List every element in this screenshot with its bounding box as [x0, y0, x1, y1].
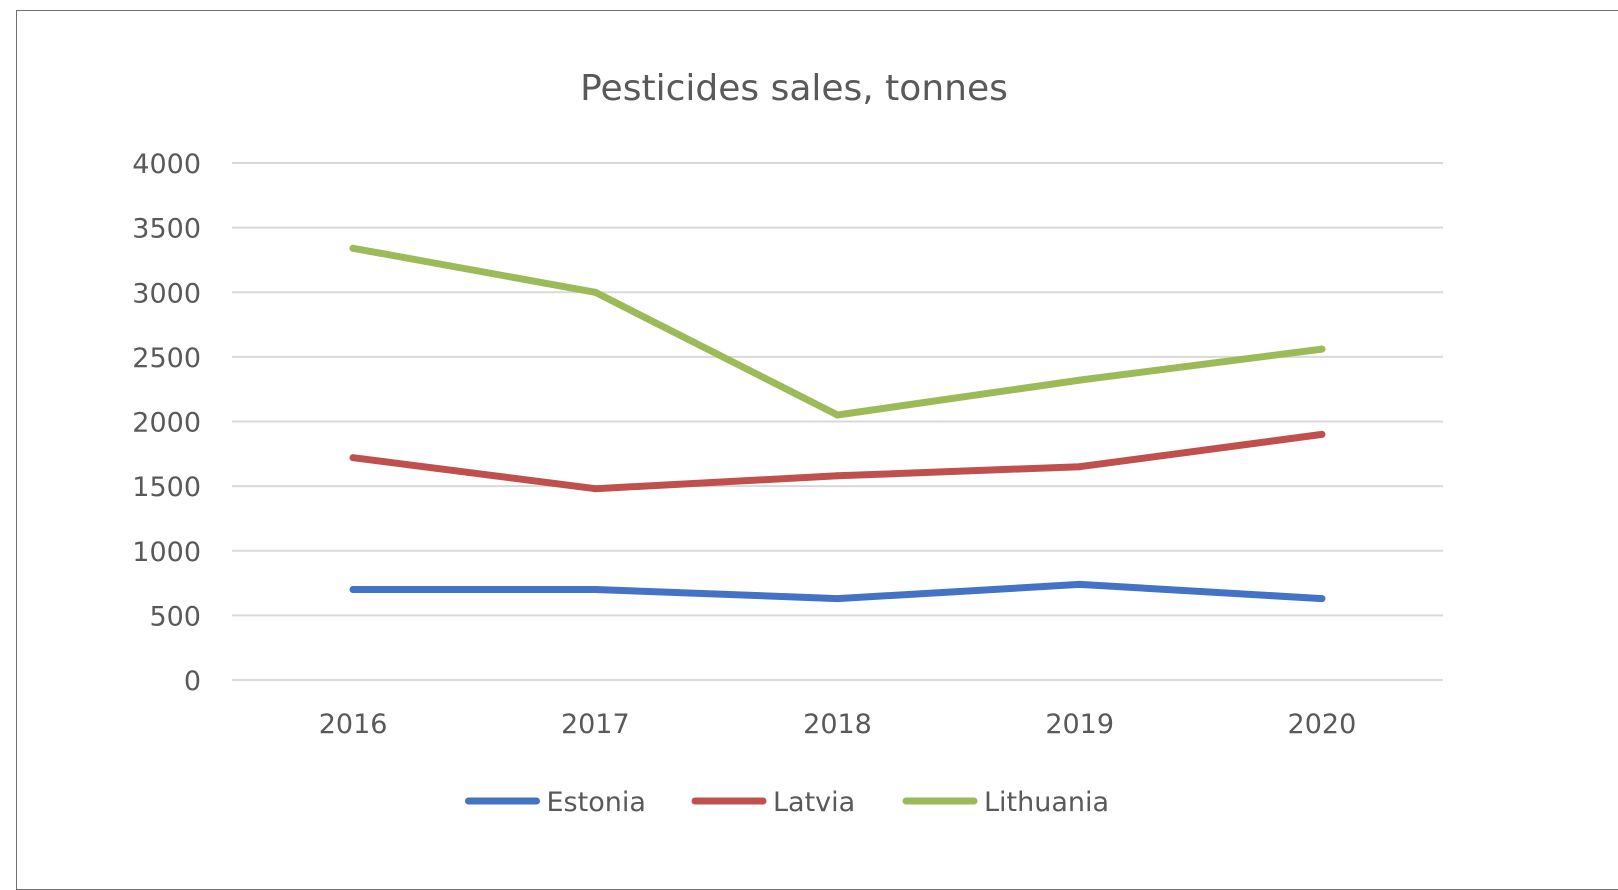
y-tick-label: 500 [149, 601, 201, 632]
chart-frame [16, 10, 1618, 890]
data-point-latvia [1076, 463, 1084, 471]
data-point-lithuania [1076, 376, 1084, 384]
y-tick-label: 4000 [132, 149, 201, 180]
series-layer [349, 244, 1326, 603]
data-point-estonia [834, 595, 841, 603]
grid-layer [232, 162, 1443, 681]
legend-item-lithuania: Lithuania [902, 787, 1109, 818]
legend-label: Latvia [773, 787, 855, 818]
x-tick-label: 2018 [803, 709, 872, 740]
legend-item-latvia: Latvia [691, 787, 855, 818]
legend-item-estonia: Estonia [465, 787, 646, 818]
data-point-latvia [1318, 430, 1326, 438]
legend: Estonia Latvia Lithuania [465, 787, 1109, 818]
data-point-lithuania [591, 288, 599, 296]
y-tick-label: 1000 [132, 537, 201, 568]
y-axis-ticks: 0 500 1000 1500 2000 2500 3000 3500 4000 [132, 149, 201, 697]
data-point-lithuania [834, 411, 841, 419]
data-point-lithuania [1318, 345, 1326, 353]
data-point-latvia [834, 472, 841, 480]
x-axis-ticks: 2016 2017 2018 2019 2020 [319, 709, 1357, 740]
data-point-latvia [349, 454, 357, 462]
y-tick-label: 2500 [132, 343, 201, 374]
x-tick-label: 2017 [561, 709, 630, 740]
legend-label: Lithuania [984, 787, 1109, 818]
data-point-lithuania [349, 244, 357, 252]
legend-label: Estonia [547, 787, 646, 818]
y-tick-label: 2000 [132, 408, 201, 439]
series-line-latvia [349, 430, 1326, 493]
x-tick-label: 2016 [319, 709, 388, 740]
y-tick-label: 1500 [132, 472, 201, 503]
data-point-estonia [349, 586, 357, 594]
y-tick-label: 3500 [132, 214, 201, 245]
data-point-estonia [1076, 580, 1084, 588]
chart-title: Pesticides sales, tonnes [580, 68, 1008, 109]
data-point-estonia [591, 586, 599, 594]
series-line-lithuania [349, 244, 1326, 419]
x-tick-label: 2019 [1045, 709, 1114, 740]
data-point-latvia [591, 485, 599, 493]
data-point-estonia [1318, 595, 1326, 603]
y-tick-label: 0 [184, 666, 201, 697]
y-tick-label: 3000 [132, 278, 201, 309]
x-tick-label: 2020 [1288, 709, 1357, 740]
